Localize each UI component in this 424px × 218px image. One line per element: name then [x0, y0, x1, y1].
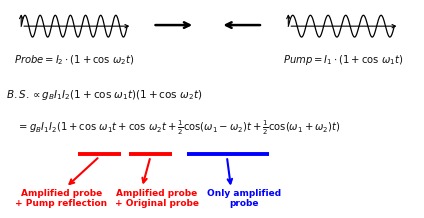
Text: $= g_B I_1 I_2 (1+\cos\,\omega_1 t+\cos\,\omega_2 t+\frac{1}{2}\cos(\omega_1 - \: $= g_B I_1 I_2 (1+\cos\,\omega_1 t+\cos\…	[17, 119, 340, 137]
Text: $Probe = I_2 \cdot (1 + \cos\,\omega_2 t)$: $Probe = I_2 \cdot (1 + \cos\,\omega_2 t…	[14, 53, 134, 67]
Text: Only amplified
probe: Only amplified probe	[207, 189, 281, 208]
Text: Amplified probe
+ Original probe: Amplified probe + Original probe	[115, 189, 199, 208]
Text: $B.S. \propto g_B I_1 I_2 (1+\cos\,\omega_1 t)(1+\cos\,\omega_2 t)$: $B.S. \propto g_B I_1 I_2 (1+\cos\,\omeg…	[6, 88, 203, 102]
Text: $Pump = I_1 \cdot (1 + \cos\,\omega_1 t)$: $Pump = I_1 \cdot (1 + \cos\,\omega_1 t)…	[283, 53, 404, 67]
Text: Amplified probe
+ Pump reflection: Amplified probe + Pump reflection	[15, 189, 108, 208]
